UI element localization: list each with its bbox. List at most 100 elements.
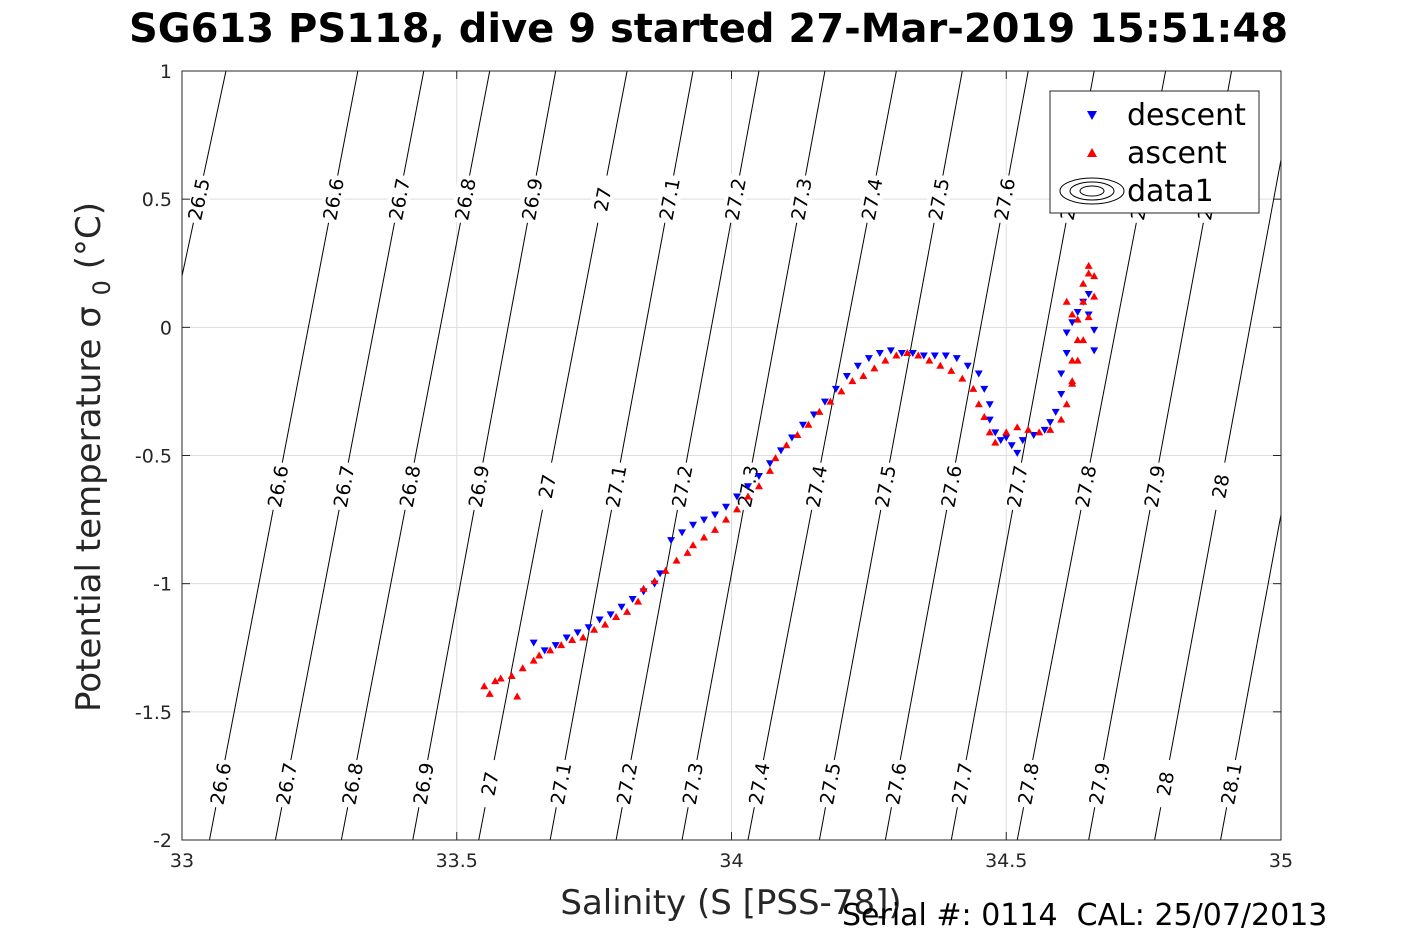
descent-point — [1013, 449, 1022, 457]
data-points — [480, 261, 1099, 700]
ascent-point — [1062, 400, 1071, 408]
isopycnal-label: 27.6 — [937, 464, 966, 510]
ascent-point — [974, 400, 983, 408]
descent-point — [617, 603, 626, 611]
ascent-point — [557, 641, 566, 649]
descent-point — [732, 493, 741, 501]
descent-point — [667, 537, 676, 545]
descent-point — [628, 596, 637, 604]
ascent-point — [529, 656, 538, 664]
isopycnal-label: 28.1 — [1217, 761, 1246, 807]
ascent-point — [1084, 269, 1093, 277]
ascent-point — [947, 366, 956, 374]
ascent-point — [1068, 377, 1077, 385]
isopycnal-label: 26.6 — [264, 464, 294, 510]
descent-point — [1046, 419, 1055, 427]
legend-box — [1049, 90, 1260, 214]
legend-data1-label: data1 — [1127, 174, 1214, 209]
ascent-point — [546, 646, 555, 654]
chart-title: SG613 PS118, dive 9 started 27-Mar-2019 … — [128, 6, 1289, 52]
ascent-point — [689, 541, 698, 549]
ascent-point — [661, 566, 670, 574]
descent-point — [919, 352, 928, 360]
ascent-point — [700, 533, 709, 541]
isopycnal-label: 26.9 — [465, 464, 494, 510]
ascent-point — [1035, 428, 1044, 436]
isopycnal-label: 27.4 — [802, 464, 832, 510]
legend-ascent-marker — [1087, 148, 1097, 157]
descent-point — [853, 362, 862, 370]
ascent-point — [848, 377, 857, 385]
ascent-point — [881, 356, 890, 364]
ascent-point — [815, 407, 824, 415]
descent-point — [875, 349, 884, 357]
descent-point — [765, 460, 774, 468]
ascent-point — [765, 466, 774, 474]
ascent-point — [958, 374, 967, 382]
descent-point — [562, 634, 571, 642]
descent-point — [1090, 347, 1099, 355]
descent-point — [689, 521, 698, 529]
isopycnal-label: 27.9 — [1141, 464, 1170, 510]
descent-point — [722, 503, 731, 511]
isopycnal-label: 27 — [590, 185, 616, 213]
descent-point — [809, 411, 818, 419]
ascent-point — [1079, 297, 1088, 305]
ascent-point — [634, 597, 643, 605]
isopycnal-label: 27.9 — [1085, 761, 1114, 807]
descent-point — [952, 355, 961, 363]
descent-point — [985, 416, 994, 424]
descent-point — [974, 370, 983, 378]
descent-point — [1062, 349, 1071, 357]
ascent-point — [579, 633, 588, 641]
isopycnal-label: 27.8 — [1072, 464, 1102, 510]
descent-point — [584, 624, 593, 632]
ascent-point — [1079, 279, 1088, 287]
ascent-point — [1084, 261, 1093, 269]
ascent-point — [804, 420, 813, 428]
descent-point — [776, 447, 785, 455]
descent-point — [991, 429, 1000, 437]
isopycnal-label: 26.7 — [385, 176, 415, 222]
ascent-point — [793, 430, 802, 438]
isopycnal-label: 27 — [535, 472, 561, 500]
ascent-point — [1073, 315, 1082, 323]
isopycnal-label: 27.4 — [745, 761, 775, 807]
ascent-point — [683, 548, 692, 556]
ascent-point — [568, 636, 577, 644]
y-tick-label: -1 — [153, 574, 172, 596]
isopycnal-label: 27.1 — [602, 464, 631, 510]
isopycnal-label: 26.9 — [410, 761, 439, 807]
descent-point — [930, 352, 939, 360]
x-tick-label: 34 — [719, 850, 743, 872]
isopycnal-label: 26.6 — [319, 176, 349, 222]
ascent-point — [612, 612, 621, 620]
descent-point — [1040, 426, 1049, 434]
ascent-point — [1002, 428, 1011, 436]
y-tick-label: -1.5 — [135, 702, 172, 724]
descent-point — [963, 362, 972, 370]
descent-point — [996, 437, 1005, 445]
x-tick-label: 33 — [170, 850, 194, 872]
isopycnal-label: 27.5 — [816, 761, 845, 807]
y-tick-label: 0.5 — [142, 189, 172, 211]
ascent-point — [991, 438, 1000, 446]
legend: descent ascent data1 — [1049, 90, 1260, 214]
isopycnal-label: 28 — [1208, 473, 1234, 501]
y-tick-label: 1 — [160, 61, 172, 83]
x-tick-label: 34.5 — [985, 850, 1027, 872]
descent-point — [980, 385, 989, 393]
descent-point — [831, 385, 840, 393]
y-tick-label: 0 — [160, 317, 172, 339]
descent-point — [820, 398, 829, 406]
ascent-point — [639, 584, 648, 592]
ascent-point — [925, 356, 934, 364]
ascent-point — [623, 607, 632, 615]
isopycnal-label: 27.3 — [787, 177, 816, 223]
legend-descent-label: descent — [1127, 98, 1246, 133]
isopycnal-label: 26.8 — [451, 176, 481, 222]
ascent-point — [672, 556, 681, 564]
ascent-point — [650, 577, 659, 585]
ascent-point — [1046, 425, 1055, 433]
descent-point — [1062, 329, 1071, 337]
